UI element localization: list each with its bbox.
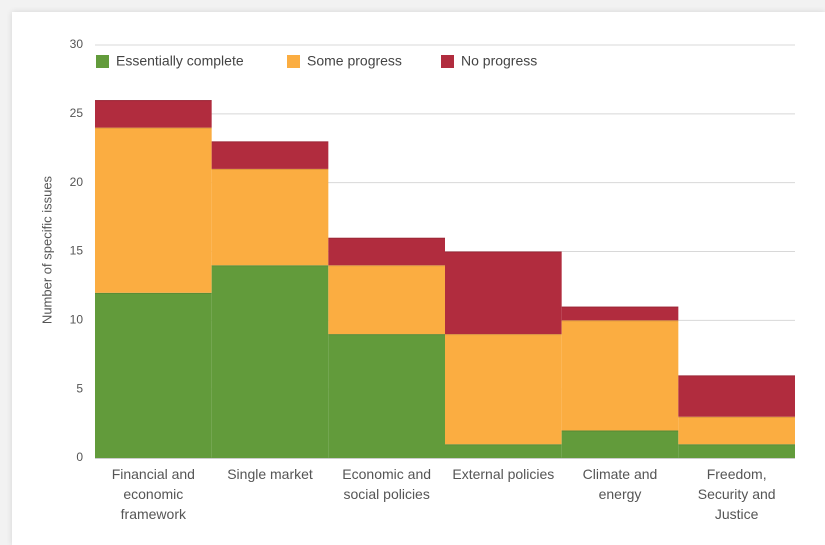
bar-segment: [95, 292, 212, 458]
x-tick-label: Freedom, Security and Justice: [697, 466, 776, 522]
x-tick-label: Climate and energy: [582, 466, 658, 502]
bar-segment: [678, 375, 795, 417]
y-tick-label: 15: [70, 244, 84, 258]
x-tick-label: Single market: [227, 466, 313, 482]
legend-swatch: [441, 55, 454, 68]
y-tick-label: 5: [76, 381, 83, 395]
legend-label: No progress: [461, 53, 537, 69]
x-tick-label: Economic and social policies: [342, 466, 432, 502]
bar-segment: [95, 100, 212, 128]
bar-segment: [561, 306, 679, 321]
bar-segment: [445, 444, 562, 458]
y-tick-label: 25: [70, 106, 84, 120]
bar-segment: [211, 265, 329, 458]
y-tick-label: 0: [76, 450, 83, 464]
legend-swatch: [287, 55, 300, 68]
y-tick-label: 20: [70, 175, 84, 189]
bar-segment: [328, 237, 445, 266]
bar-segment: [328, 265, 445, 335]
y-tick-label: 30: [70, 37, 84, 51]
x-tick-label: External policies: [452, 466, 555, 482]
y-axis-label: Number of specific issues: [39, 175, 54, 324]
y-tick-label: 10: [70, 313, 84, 327]
bar-segment: [211, 141, 329, 169]
bar-segment: [445, 334, 562, 445]
bar-segment: [678, 416, 795, 445]
bar-segment: [561, 430, 679, 458]
bar-segment: [211, 168, 329, 266]
bar-segment: [328, 334, 445, 458]
legend-label: Some progress: [307, 53, 402, 69]
bar-segment: [678, 444, 795, 458]
bar-segment: [445, 251, 562, 335]
bar-segment: [95, 127, 212, 293]
legend-label: Essentially complete: [116, 53, 244, 69]
legend-swatch: [96, 55, 109, 68]
x-tick-label: Financial and economic framework: [111, 466, 195, 522]
bar-segment: [561, 320, 679, 431]
